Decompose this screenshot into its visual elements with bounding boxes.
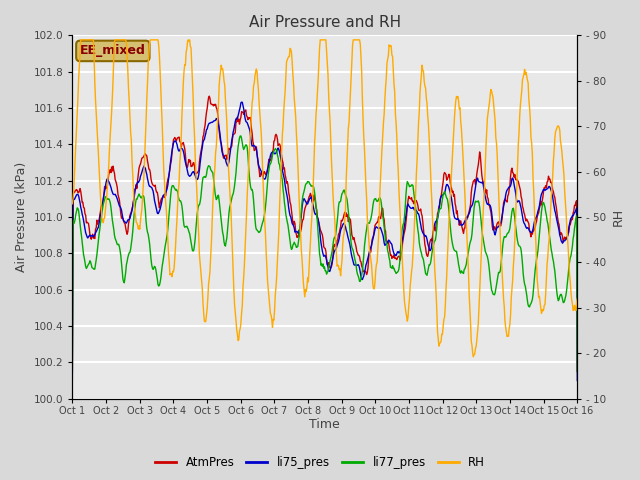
Y-axis label: RH: RH <box>612 208 625 226</box>
li75_pres <box>207 120 215 125</box>
AtmPres <box>77 193 85 199</box>
Line: li75_pres: li75_pres <box>72 102 577 381</box>
RH <box>68 201 76 207</box>
li77_pres <box>77 233 85 239</box>
AtmPres <box>573 369 581 374</box>
AtmPres <box>129 199 137 204</box>
li75_pres <box>387 240 394 246</box>
RH <box>182 62 189 68</box>
Line: RH: RH <box>72 40 577 357</box>
li77_pres <box>573 369 581 374</box>
Text: EE_mixed: EE_mixed <box>80 45 146 58</box>
li77_pres <box>401 204 409 210</box>
X-axis label: Time: Time <box>309 419 340 432</box>
li75_pres <box>181 156 189 162</box>
RH <box>131 202 138 208</box>
Legend: AtmPres, li75_pres, li77_pres, RH: AtmPres, li75_pres, li77_pres, RH <box>150 452 490 474</box>
AtmPres <box>387 252 394 258</box>
li77_pres <box>207 168 215 174</box>
li77_pres <box>181 224 189 230</box>
li75_pres <box>573 378 581 384</box>
RH <box>78 37 86 43</box>
Title: Air Pressure and RH: Air Pressure and RH <box>249 15 401 30</box>
AtmPres <box>205 93 213 99</box>
AtmPres <box>181 145 189 151</box>
RH <box>470 354 477 360</box>
li77_pres <box>68 369 76 374</box>
li75_pres <box>237 99 245 105</box>
Y-axis label: Air Pressure (kPa): Air Pressure (kPa) <box>15 162 28 272</box>
RH <box>208 219 216 225</box>
li75_pres <box>129 199 137 204</box>
li75_pres <box>68 378 76 384</box>
li77_pres <box>387 264 394 270</box>
RH <box>387 43 394 48</box>
RH <box>77 37 84 43</box>
AtmPres <box>208 102 216 108</box>
RH <box>573 296 581 301</box>
Line: li77_pres: li77_pres <box>72 136 577 372</box>
RH <box>401 304 409 310</box>
li77_pres <box>237 133 244 139</box>
li75_pres <box>77 207 85 213</box>
li75_pres <box>401 217 409 223</box>
AtmPres <box>68 369 76 374</box>
AtmPres <box>401 226 409 232</box>
li77_pres <box>129 220 137 226</box>
Line: AtmPres: AtmPres <box>72 96 577 372</box>
